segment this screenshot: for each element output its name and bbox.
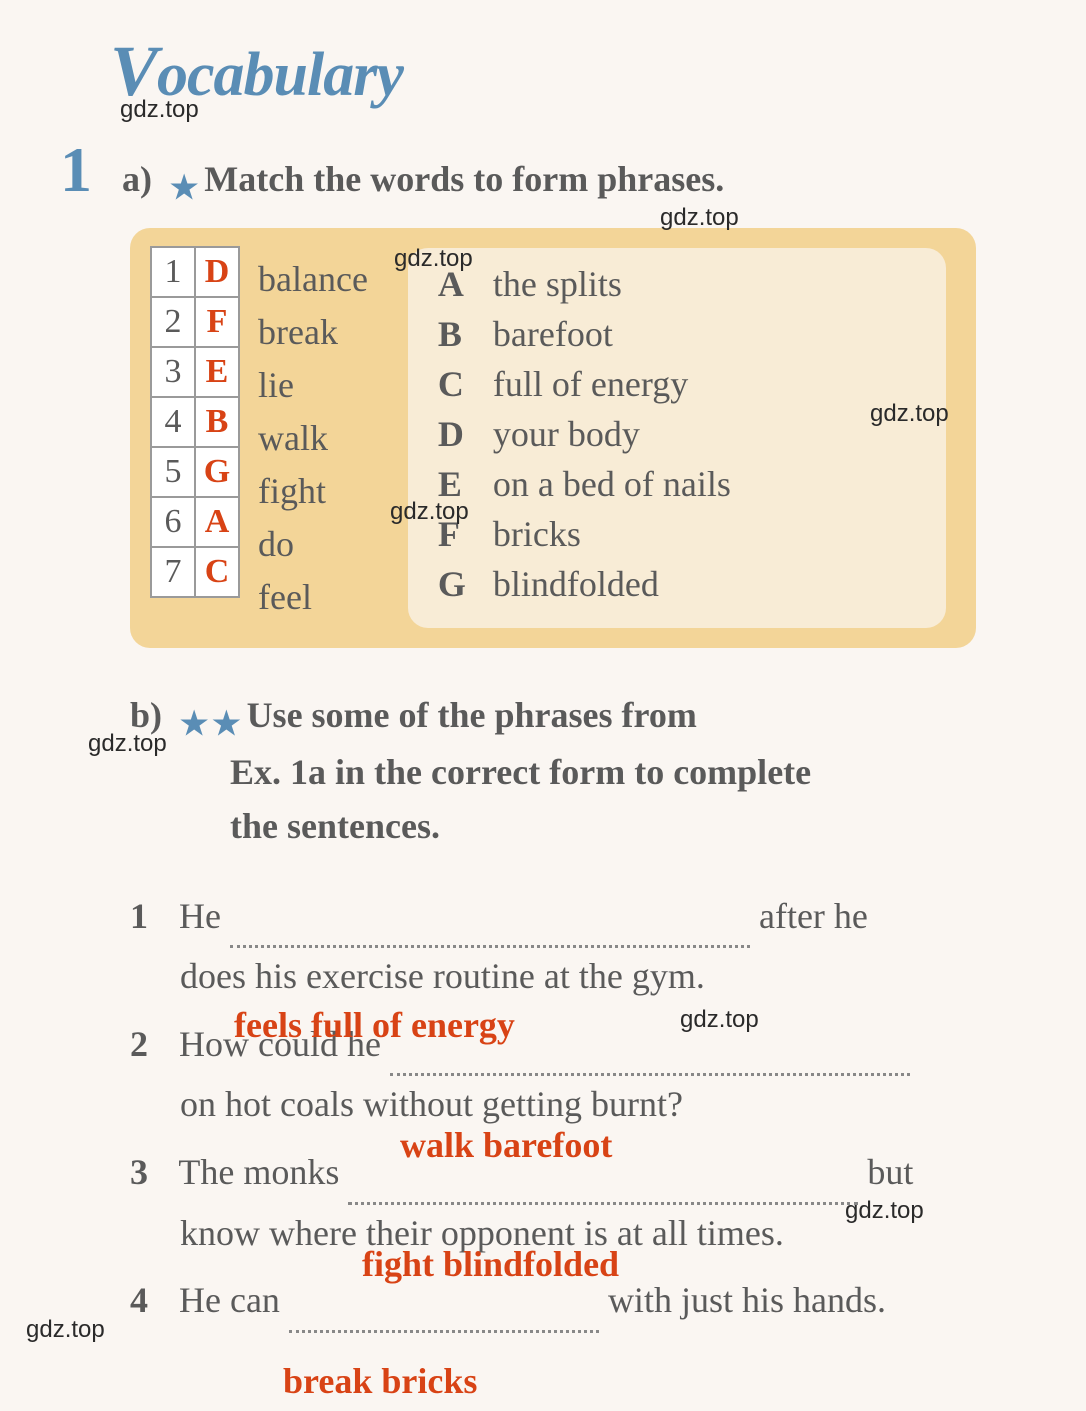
phrase-c: full of energy [493,363,688,405]
table-row: 1 D [150,248,240,298]
answer-overlay-2: walk barefoot [400,1124,612,1166]
box-number-7: 7 [150,546,196,598]
box-answer-6[interactable]: A [194,496,240,548]
watermark: gdz.top [870,400,949,428]
box-answer-5[interactable]: G [194,446,240,498]
s1-before: He [179,896,230,936]
watermark: gdz.top [88,730,167,758]
blank-1[interactable] [230,888,750,949]
left-column: 1 D 2 F 3 E 4 B 5 G [150,248,368,628]
part-b-instruction-3: the sentences. [230,799,976,853]
box-number-5: 5 [150,446,196,498]
right-row-a: A the splits [438,263,916,305]
s4-before: He can [179,1280,289,1320]
s1-after: after he [759,896,868,936]
right-row-e: E on a bed of nails [438,463,916,505]
right-row-g: G blindfolded [438,563,916,605]
phrase-e: on a bed of nails [493,463,731,505]
right-row-f: F bricks [438,513,916,555]
word-walk: walk [258,413,368,463]
right-row-c: C full of energy [438,363,916,405]
table-row: 6 A [150,498,240,548]
watermark: gdz.top [660,204,739,232]
box-number-1: 1 [150,246,196,298]
part-a-instruction: Match the words to form phrases. [204,159,724,199]
word-break: break [258,307,368,357]
letter-d: D [438,413,468,455]
right-column: A the splits B barefoot C full of energy… [408,248,946,628]
sentence-num-4: 4 [130,1272,170,1330]
table-row: 5 G [150,448,240,498]
answer-overlay-3: fight blindfolded [362,1243,619,1285]
star-icon: ★ [168,167,200,207]
sentence-1: 1 He after he does his exercise routine … [130,888,976,1006]
exercise-number: 1 [60,133,92,207]
table-row: 2 F [150,298,240,348]
answer-overlay-1: feels full of energy [234,1004,515,1046]
part-b-instruction-1: Use some of the phrases from [247,695,697,735]
exercise-header: 1 a) ★ Match the words to form phrases. [50,133,1036,208]
words-left: balance break lie walk fight do feel [258,248,368,628]
watermark: gdz.top [26,1316,105,1344]
box-number-4: 4 [150,396,196,448]
word-do: do [258,519,368,569]
part-a-label: a) [122,159,152,199]
phrase-f: bricks [493,513,581,555]
watermark: gdz.top [845,1197,924,1225]
answer-overlay-4: break bricks [283,1360,477,1402]
table-row: 3 E [150,348,240,398]
box-number-3: 3 [150,346,196,398]
right-row-d: D your body [438,413,916,455]
table-row: 7 C [150,548,240,598]
box-answer-7[interactable]: C [194,546,240,598]
box-number-2: 2 [150,296,196,348]
s3-after: but [867,1152,913,1192]
word-lie: lie [258,360,368,410]
sentence-num-1: 1 [130,888,170,946]
sentence-num-2: 2 [130,1016,170,1074]
box-number-6: 6 [150,496,196,548]
word-feel: feel [258,572,368,622]
right-row-b: B barefoot [438,313,916,355]
letter-b: B [438,313,468,355]
phrase-a: the splits [493,263,622,305]
stars-icon: ★★ [178,704,243,744]
watermark: gdz.top [390,498,469,526]
box-answer-3[interactable]: E [194,346,240,398]
letter-c: C [438,363,468,405]
part-b-instruction-2: Ex. 1a in the correct form to complete [230,745,976,799]
word-balance: balance [258,254,368,304]
watermark: gdz.top [394,245,473,273]
box-answer-1[interactable]: D [194,246,240,298]
number-boxes: 1 D 2 F 3 E 4 B 5 G [150,248,240,628]
letter-g: G [438,563,468,605]
box-answer-2[interactable]: F [194,296,240,348]
sentence-num-3: 3 [130,1144,170,1202]
part-a-header: a) ★ Match the words to form phrases. [122,158,724,208]
phrase-b: barefoot [493,313,613,355]
watermark: gdz.top [120,96,199,124]
phrase-d: your body [493,413,640,455]
watermark: gdz.top [680,1006,759,1034]
part-b-header: b) ★★ Use some of the phrases from [130,688,976,744]
s1-line2: does his exercise routine at the gym. [180,948,976,1006]
word-fight: fight [258,466,368,516]
table-row: 4 B [150,398,240,448]
match-box: 1 D 2 F 3 E 4 B 5 G [130,228,976,648]
s3-before: The monks [178,1152,348,1192]
s4-after: with just his hands. [608,1280,886,1320]
phrase-g: blindfolded [493,563,659,605]
vocabulary-heading: Vocabulary [110,30,1036,113]
box-answer-4[interactable]: B [194,396,240,448]
